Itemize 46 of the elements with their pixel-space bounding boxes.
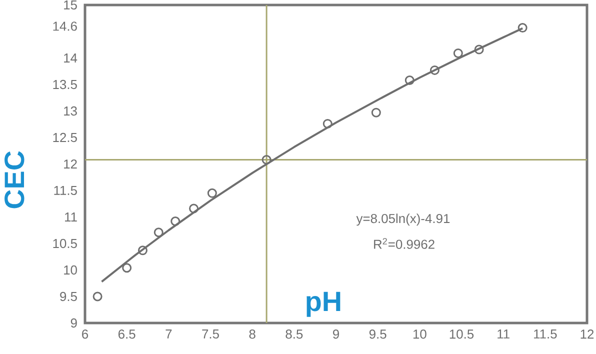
- y-tick-label: 11.5: [54, 186, 77, 196]
- point: [371, 108, 381, 118]
- x-tick-label: 11: [498, 330, 510, 338]
- point: [404, 76, 414, 86]
- point: [122, 263, 132, 273]
- line-series: [100, 27, 524, 283]
- x-tick-label: 11.5: [534, 330, 557, 339]
- y-tick-label: 10: [64, 265, 77, 275]
- x-tick-label: 8.5: [286, 330, 303, 339]
- x-tick-label: 9: [333, 330, 339, 339]
- point: [170, 216, 180, 226]
- y-tick-label: 12.5: [53, 132, 77, 142]
- y-tick-label: 9.5: [60, 292, 77, 302]
- y-tick-label: 13.5: [53, 80, 77, 90]
- x-tick-label: 6: [82, 330, 88, 339]
- x-tick-label: 7: [166, 330, 172, 338]
- y-tick-label: 10.5: [53, 238, 77, 248]
- point: [189, 204, 199, 214]
- point: [92, 292, 102, 302]
- y-tick-label: 11: [65, 212, 77, 222]
- point: [430, 65, 440, 75]
- x-tick-label: 10.5: [450, 330, 474, 339]
- y-tick-label: 14.6: [53, 22, 77, 31]
- x-tick-label: 12: [580, 330, 594, 339]
- annotation: R$^{2}$=0.9962: [374, 238, 434, 249]
- x-axis-title: pH: [306, 292, 340, 317]
- y-tick-label: 13: [64, 106, 77, 116]
- point: [154, 228, 164, 238]
- point: [262, 155, 272, 165]
- point: [322, 118, 332, 128]
- x-tick-label: 7.5: [202, 330, 219, 339]
- x-tick-label: 8: [249, 330, 256, 339]
- y-tick-label: 14: [64, 54, 78, 62]
- point: [518, 23, 528, 33]
- y-tick-label: 15: [64, 0, 77, 10]
- x-tick-label: 10: [413, 330, 426, 339]
- point: [207, 188, 217, 198]
- y-tick-label: 12: [64, 159, 77, 169]
- x-tick-label: 6.5: [118, 330, 136, 339]
- point: [138, 246, 148, 256]
- point: [474, 44, 484, 54]
- point: [453, 48, 463, 58]
- annotation: y=8.05ln(x)-4.91: [356, 214, 450, 226]
- y-tick-label: 9: [70, 318, 77, 328]
- y-axis-title: CEC: [4, 151, 24, 208]
- x-tick-label: 9.5: [369, 330, 386, 339]
